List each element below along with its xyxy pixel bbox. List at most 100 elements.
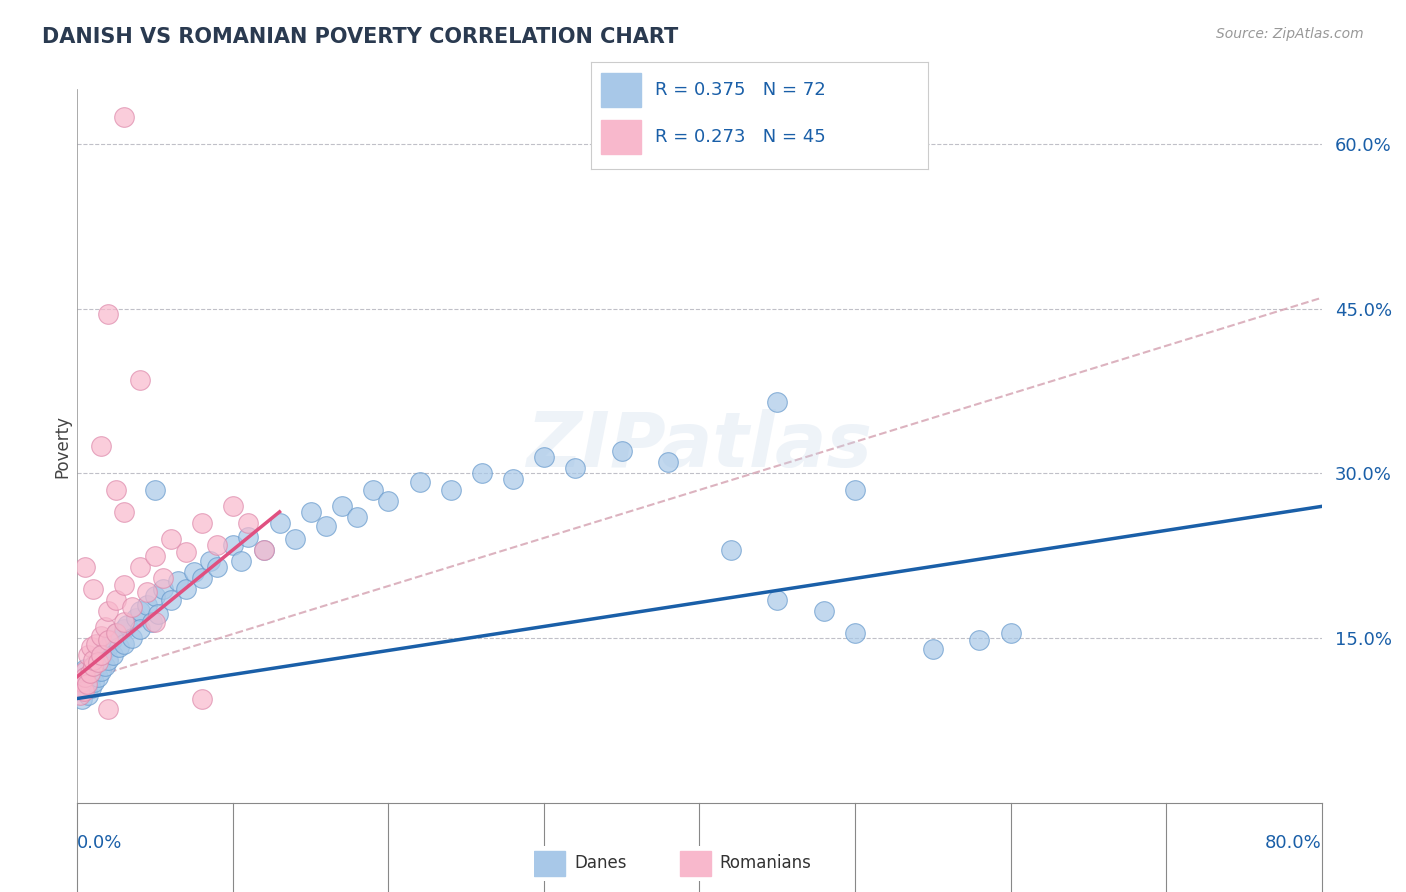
Point xyxy=(183,566,205,580)
Y-axis label: Poverty: Poverty xyxy=(53,415,72,477)
Point xyxy=(101,648,124,662)
Point xyxy=(121,600,143,615)
Point xyxy=(361,483,384,497)
Point xyxy=(90,629,112,643)
Point xyxy=(86,669,108,683)
Point xyxy=(128,373,150,387)
Point xyxy=(128,604,150,618)
Point xyxy=(97,307,120,321)
Point xyxy=(222,538,245,552)
Point xyxy=(82,658,104,673)
Point xyxy=(148,607,170,621)
Point xyxy=(83,675,105,690)
Point xyxy=(440,483,463,497)
Point xyxy=(75,669,97,683)
Point xyxy=(97,640,120,654)
Point xyxy=(564,461,586,475)
Point xyxy=(97,633,120,648)
Point xyxy=(69,688,91,702)
Point xyxy=(82,658,104,673)
Point xyxy=(105,625,128,640)
Point xyxy=(86,655,108,669)
Point xyxy=(82,653,104,667)
Bar xyxy=(600,120,641,154)
Point xyxy=(100,633,122,648)
Point xyxy=(159,533,181,547)
Point xyxy=(238,530,260,544)
Point xyxy=(143,549,166,563)
Point xyxy=(75,662,97,676)
Point xyxy=(330,500,353,514)
Text: 0.0%: 0.0% xyxy=(77,834,122,852)
Point xyxy=(75,669,97,683)
Point xyxy=(207,559,229,574)
Text: 80.0%: 80.0% xyxy=(1265,834,1322,852)
Point xyxy=(93,644,115,658)
Point xyxy=(159,592,181,607)
Bar xyxy=(600,73,641,107)
Point xyxy=(969,633,991,648)
Point xyxy=(112,110,135,124)
Point xyxy=(191,571,214,585)
Point xyxy=(72,683,94,698)
Point xyxy=(115,618,138,632)
Point xyxy=(112,637,135,651)
Point xyxy=(77,648,100,662)
Point xyxy=(253,543,276,558)
Point xyxy=(90,648,112,662)
Text: ZIPatlas: ZIPatlas xyxy=(526,409,873,483)
Point xyxy=(97,604,120,618)
Point xyxy=(174,545,197,559)
Point xyxy=(79,673,101,687)
Point xyxy=(222,500,245,514)
Bar xyxy=(534,851,565,876)
Point xyxy=(84,637,107,651)
Point xyxy=(125,611,148,625)
Point xyxy=(844,483,866,497)
Point xyxy=(97,653,120,667)
Point xyxy=(128,559,150,574)
Point xyxy=(657,455,679,469)
Point xyxy=(502,472,524,486)
Point xyxy=(143,615,166,629)
Point xyxy=(108,640,131,654)
Point xyxy=(408,475,430,490)
Point xyxy=(105,625,128,640)
Point xyxy=(90,651,112,665)
Text: Romanians: Romanians xyxy=(720,855,811,872)
Point xyxy=(377,494,399,508)
Point xyxy=(80,640,103,654)
Point xyxy=(152,582,174,596)
Point xyxy=(77,688,100,702)
Point xyxy=(82,666,104,681)
Point xyxy=(143,590,166,604)
Point xyxy=(921,642,943,657)
Text: Danes: Danes xyxy=(575,855,627,872)
Text: R = 0.375   N = 72: R = 0.375 N = 72 xyxy=(655,81,825,99)
Point xyxy=(79,666,101,681)
Point xyxy=(75,664,97,678)
Point xyxy=(253,543,276,558)
Point xyxy=(84,655,107,669)
Point xyxy=(229,554,252,568)
Point xyxy=(90,439,112,453)
Point xyxy=(136,585,159,599)
Point xyxy=(766,592,789,607)
Point xyxy=(97,702,120,716)
Point xyxy=(207,538,229,552)
Point xyxy=(143,483,166,497)
Point xyxy=(191,691,214,706)
Point xyxy=(76,681,98,695)
Text: Source: ZipAtlas.com: Source: ZipAtlas.com xyxy=(1216,27,1364,41)
Text: R = 0.273   N = 45: R = 0.273 N = 45 xyxy=(655,128,825,146)
Point xyxy=(112,505,135,519)
Point xyxy=(238,516,260,530)
Point xyxy=(136,598,159,612)
Point xyxy=(191,516,214,530)
Point xyxy=(766,395,789,409)
Point xyxy=(105,483,128,497)
Point xyxy=(1000,625,1022,640)
Point xyxy=(112,615,135,629)
Point xyxy=(70,691,93,706)
Point xyxy=(90,664,112,678)
